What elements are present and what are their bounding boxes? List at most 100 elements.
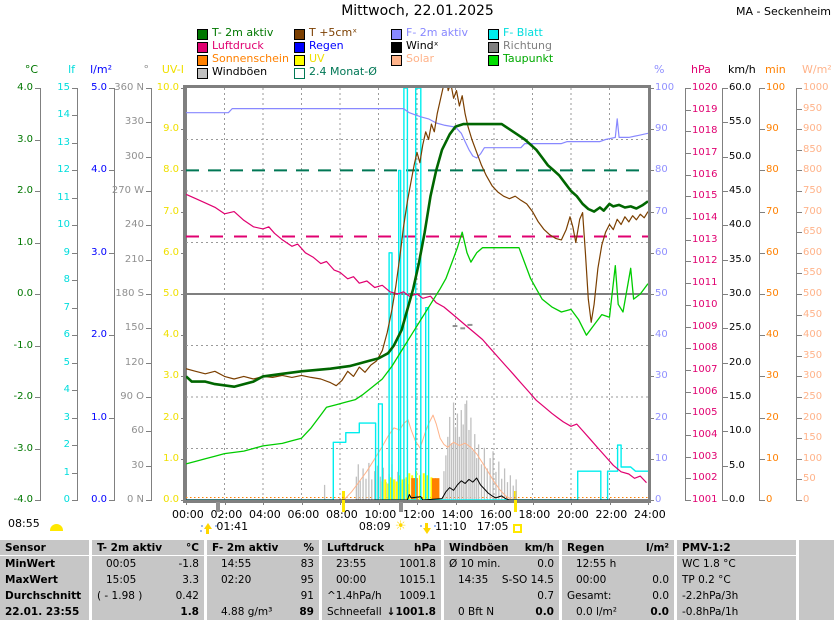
axis-tick xyxy=(760,500,765,501)
axis-tick-label-lf: 6 xyxy=(63,329,70,341)
series-sonnenschein xyxy=(431,478,436,500)
table-cell-row: 14:55 83 xyxy=(207,556,319,572)
axis-tick-label-pct: 40 xyxy=(655,329,668,341)
axis-rule-hpa xyxy=(685,88,686,501)
axis-tick-label-wm2: 950 xyxy=(803,102,823,114)
chart-plot xyxy=(186,88,648,500)
time-label: 14:00 xyxy=(441,508,474,521)
table-cell-value: 0.0 xyxy=(537,558,554,570)
axis-header-uvi: UV-I xyxy=(161,63,184,76)
table-cell-row: 12:55 h xyxy=(562,556,674,572)
legend-swatch-t5cm-icon xyxy=(294,29,305,40)
axis-tick-label-degree: 270 W xyxy=(111,185,144,196)
axis-tick xyxy=(649,129,654,131)
axis-tick xyxy=(146,88,151,89)
arrow-down-icon xyxy=(419,523,431,534)
axis-tick xyxy=(760,376,765,378)
table-row-label: MaxWert xyxy=(0,572,89,588)
axis-tick xyxy=(181,417,186,419)
series-sonnenschein xyxy=(411,478,416,500)
moon-event-tick xyxy=(216,502,221,512)
sun-icon: ☀ xyxy=(394,519,407,534)
axis-tick xyxy=(35,139,40,141)
axis-tick xyxy=(723,191,728,192)
axis-tick-label-kmh: 15.0 xyxy=(729,391,752,402)
axis-tick-label-hpa: 1006 xyxy=(692,385,718,397)
time-label: 22:00 xyxy=(595,508,628,521)
axis-rule-celsius xyxy=(40,88,41,501)
axis-tick xyxy=(723,465,728,467)
axis-tick-label-uvi: 7.0 xyxy=(163,205,179,217)
axis-tick xyxy=(686,109,691,111)
time-label: 08:00 xyxy=(326,508,358,521)
series-uv xyxy=(418,475,421,500)
axis-tick-label-celsius: 1.0 xyxy=(17,236,33,248)
time-label: 18:00 xyxy=(518,508,551,521)
axis-tick-label-lf: 11 xyxy=(57,191,70,203)
axis-tick-label-uvi: 2.0 xyxy=(163,411,179,423)
table-cell-value: 0.7 xyxy=(537,590,554,602)
axis-tick-label-lm2: 2.0 xyxy=(91,329,107,341)
axis-tick-label-hpa: 1014 xyxy=(692,212,718,224)
table-cell-row: 15:05 3.3 xyxy=(92,572,204,588)
axis-tick xyxy=(109,88,114,89)
axis-tick xyxy=(649,417,654,419)
axis-tick-label-min: 0 xyxy=(766,494,773,505)
axis-tick xyxy=(760,417,765,419)
axis-tick-label-uvi: 3.0 xyxy=(163,370,179,382)
axis-tick xyxy=(72,142,77,144)
axis-tick-label-min: 90 xyxy=(766,123,779,135)
series-uv xyxy=(422,473,425,500)
legend-label-wind: Windˣ xyxy=(406,39,439,52)
axis-tick-label-hpa: 1011 xyxy=(692,277,718,289)
axis-tick-label-kmh: 20.0 xyxy=(729,356,752,368)
legend-label-luftdruck: Luftdruck xyxy=(212,39,264,52)
time-label: 12:00 xyxy=(403,508,435,521)
table-cell-info: 00:05 xyxy=(106,558,137,570)
axis-tick xyxy=(797,191,802,192)
axis-tick-label-lf: 12 xyxy=(57,164,70,176)
axis-tick-label-wm2: 150 xyxy=(803,432,823,444)
legend-label-fblatt: F- Blatt xyxy=(503,26,543,39)
axis-tick-label-lf: 0 xyxy=(63,494,70,505)
axis-tick xyxy=(146,259,151,261)
table-cell-value: 0.0 xyxy=(652,574,669,586)
table-cell-info: 14:35 xyxy=(458,574,489,586)
time-label: 00:00 xyxy=(172,508,204,521)
axis-tick xyxy=(181,294,186,295)
axis-tick-label-kmh: 60.0 xyxy=(729,82,752,93)
axis-tick xyxy=(686,413,691,415)
time-tick xyxy=(494,500,495,505)
axis-tick xyxy=(109,252,114,254)
table-header-unit: hPa xyxy=(414,542,436,554)
legend-label-regen: Regen xyxy=(309,39,344,52)
axis-tick xyxy=(146,156,151,158)
series-uv xyxy=(395,481,398,500)
table-header-unit: % xyxy=(303,542,314,554)
axis-tick-label-hpa: 1020 xyxy=(692,82,718,93)
daylight-sun-icon xyxy=(50,524,63,531)
axis-tick xyxy=(797,314,802,316)
table-header-unit: °C xyxy=(186,542,199,554)
series-solar xyxy=(186,414,648,500)
axis-tick xyxy=(686,434,691,436)
axis-tick xyxy=(35,397,40,398)
axis-tick xyxy=(146,397,151,398)
sun-event-tick xyxy=(341,491,345,512)
axis-tick xyxy=(72,362,77,364)
axis-tick-label-hpa: 1012 xyxy=(692,255,718,267)
axis-tick xyxy=(686,500,691,501)
axis-tick-label-pct: 50 xyxy=(655,288,668,299)
legend-swatch-t2m-icon xyxy=(197,29,208,40)
axis-rule-kmh xyxy=(722,88,723,501)
table-header-name: PMV-1:2 xyxy=(682,542,731,554)
axis-tick xyxy=(797,417,802,419)
table-cell-value: -1.8 xyxy=(178,558,200,570)
table-row-label: Sensor xyxy=(0,540,89,556)
axis-tick-label-degree: 210 xyxy=(124,253,144,265)
axis-tick xyxy=(109,170,114,172)
axis-tick xyxy=(72,197,77,199)
table-cell-info: Gesamt: xyxy=(567,590,612,602)
table-cell-info: Schneefall xyxy=(327,606,382,618)
axis-tick xyxy=(797,479,802,481)
